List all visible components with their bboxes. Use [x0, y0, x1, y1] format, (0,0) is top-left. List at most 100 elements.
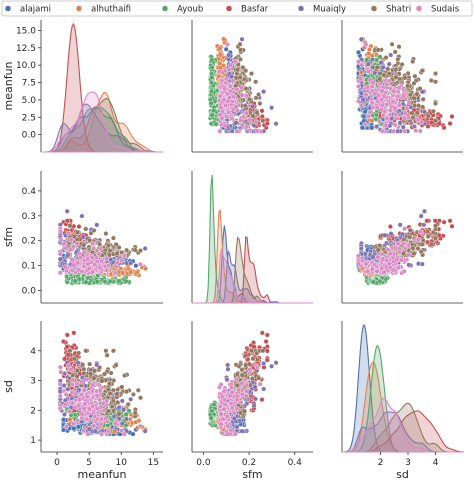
- point-sudais: [96, 251, 102, 257]
- point-shatri: [433, 79, 439, 85]
- point-shatri: [420, 104, 426, 110]
- point-basfar: [449, 223, 455, 229]
- point-shatri: [433, 235, 439, 241]
- point-muaiqly: [380, 64, 386, 70]
- point-sudais: [217, 128, 223, 134]
- point-sudais: [374, 105, 380, 111]
- point-shatri: [386, 71, 392, 77]
- point-sudais: [68, 237, 74, 243]
- point-sudais: [253, 119, 259, 125]
- panel-meanfun-vs-sd: [341, 20, 463, 153]
- point-shatri: [83, 226, 89, 232]
- legend-label-shatri: Shatri: [386, 5, 411, 15]
- point-sudais: [58, 369, 64, 375]
- legend-label-sudais: Sudais: [431, 5, 460, 15]
- point-ayoub: [374, 57, 380, 63]
- point-sudais: [406, 252, 412, 258]
- point-muaiqly: [386, 61, 392, 67]
- point-shatri: [257, 100, 263, 106]
- point-basfar: [259, 108, 265, 114]
- point-sudais: [78, 379, 84, 385]
- point-ayoub: [209, 74, 215, 80]
- point-sudais: [85, 261, 91, 267]
- point-muaiqly: [64, 208, 70, 214]
- point-sudais: [82, 401, 88, 407]
- point-shatri: [410, 115, 416, 121]
- point-sudais: [92, 414, 98, 420]
- point-sudais: [381, 269, 387, 275]
- point-sudais: [81, 249, 87, 255]
- point-shatri: [425, 234, 431, 240]
- point-sudais: [74, 381, 80, 387]
- point-sudais: [247, 127, 253, 133]
- point-shatri: [260, 118, 266, 124]
- point-sudais: [76, 251, 82, 257]
- point-sudais: [401, 93, 407, 99]
- point-ayoub: [116, 278, 122, 284]
- point-sudais: [402, 128, 408, 134]
- point-sudais: [58, 237, 64, 243]
- point-basfar: [424, 218, 430, 224]
- point-ayoub: [209, 65, 215, 71]
- point-shatri: [237, 74, 243, 80]
- point-shatri: [393, 67, 399, 73]
- kde-sudais: [41, 91, 163, 153]
- point-sudais: [112, 421, 118, 427]
- point-sudais: [70, 377, 76, 383]
- point-basfar: [76, 224, 82, 230]
- point-muaiqly: [94, 222, 100, 228]
- point-sudais: [415, 117, 421, 123]
- ytick-label: 5.0: [22, 96, 37, 106]
- point-shatri: [122, 373, 128, 379]
- point-muaiqly: [128, 396, 134, 402]
- point-sudais: [69, 257, 75, 263]
- point-sudais: [387, 107, 393, 113]
- point-shatri: [113, 362, 119, 368]
- point-muaiqly: [229, 128, 235, 134]
- legend-label-alajami: alajami: [20, 5, 51, 15]
- point-muaiqly: [382, 232, 388, 238]
- point-sudais: [61, 240, 67, 246]
- point-shatri: [381, 72, 387, 78]
- ylabel-sfm: sfm: [2, 227, 15, 247]
- point-sudais: [369, 266, 375, 272]
- point-ayoub: [123, 411, 129, 417]
- point-sudais: [91, 245, 97, 251]
- point-shatri: [256, 92, 262, 98]
- point-sudais: [239, 92, 245, 98]
- ytick-label: 10.0: [16, 61, 36, 71]
- point-basfar: [436, 121, 442, 127]
- point-shatri: [377, 76, 383, 82]
- point-sudais: [394, 257, 400, 263]
- point-ayoub: [102, 279, 108, 285]
- point-shatri: [108, 370, 114, 376]
- point-shatri: [107, 391, 113, 397]
- point-sudais: [226, 109, 232, 115]
- point-shatri: [396, 44, 402, 50]
- ytick-label: 7.5: [22, 79, 36, 89]
- point-muaiqly: [226, 57, 232, 63]
- point-sudais: [229, 115, 235, 121]
- point-shatri: [375, 47, 381, 53]
- point-sudais: [356, 83, 362, 89]
- legend-marker-alhuthaifi: [75, 5, 83, 12]
- legend-marker-alajami: [4, 5, 12, 12]
- xtick-label: 10: [116, 458, 128, 468]
- legend-label-alhuthaifi: alhuthaifi: [91, 5, 131, 15]
- point-muaiqly: [128, 260, 134, 266]
- point-sudais: [91, 423, 97, 429]
- point-sudais: [137, 423, 143, 429]
- panel-sfm-vs-sfm: [191, 171, 313, 304]
- point-shatri: [425, 228, 431, 234]
- point-basfar: [441, 219, 447, 225]
- point-sudais: [69, 400, 75, 406]
- point-alajami: [362, 109, 368, 115]
- point-shatri: [409, 110, 415, 116]
- point-basfar: [64, 218, 70, 224]
- point-alhuthaifi: [217, 61, 223, 67]
- point-shatri: [105, 243, 111, 249]
- point-shatri: [97, 241, 103, 247]
- point-shatri: [407, 92, 413, 98]
- point-sudais: [417, 229, 423, 235]
- legend-label-muaiqly: Muaiqly: [313, 5, 346, 15]
